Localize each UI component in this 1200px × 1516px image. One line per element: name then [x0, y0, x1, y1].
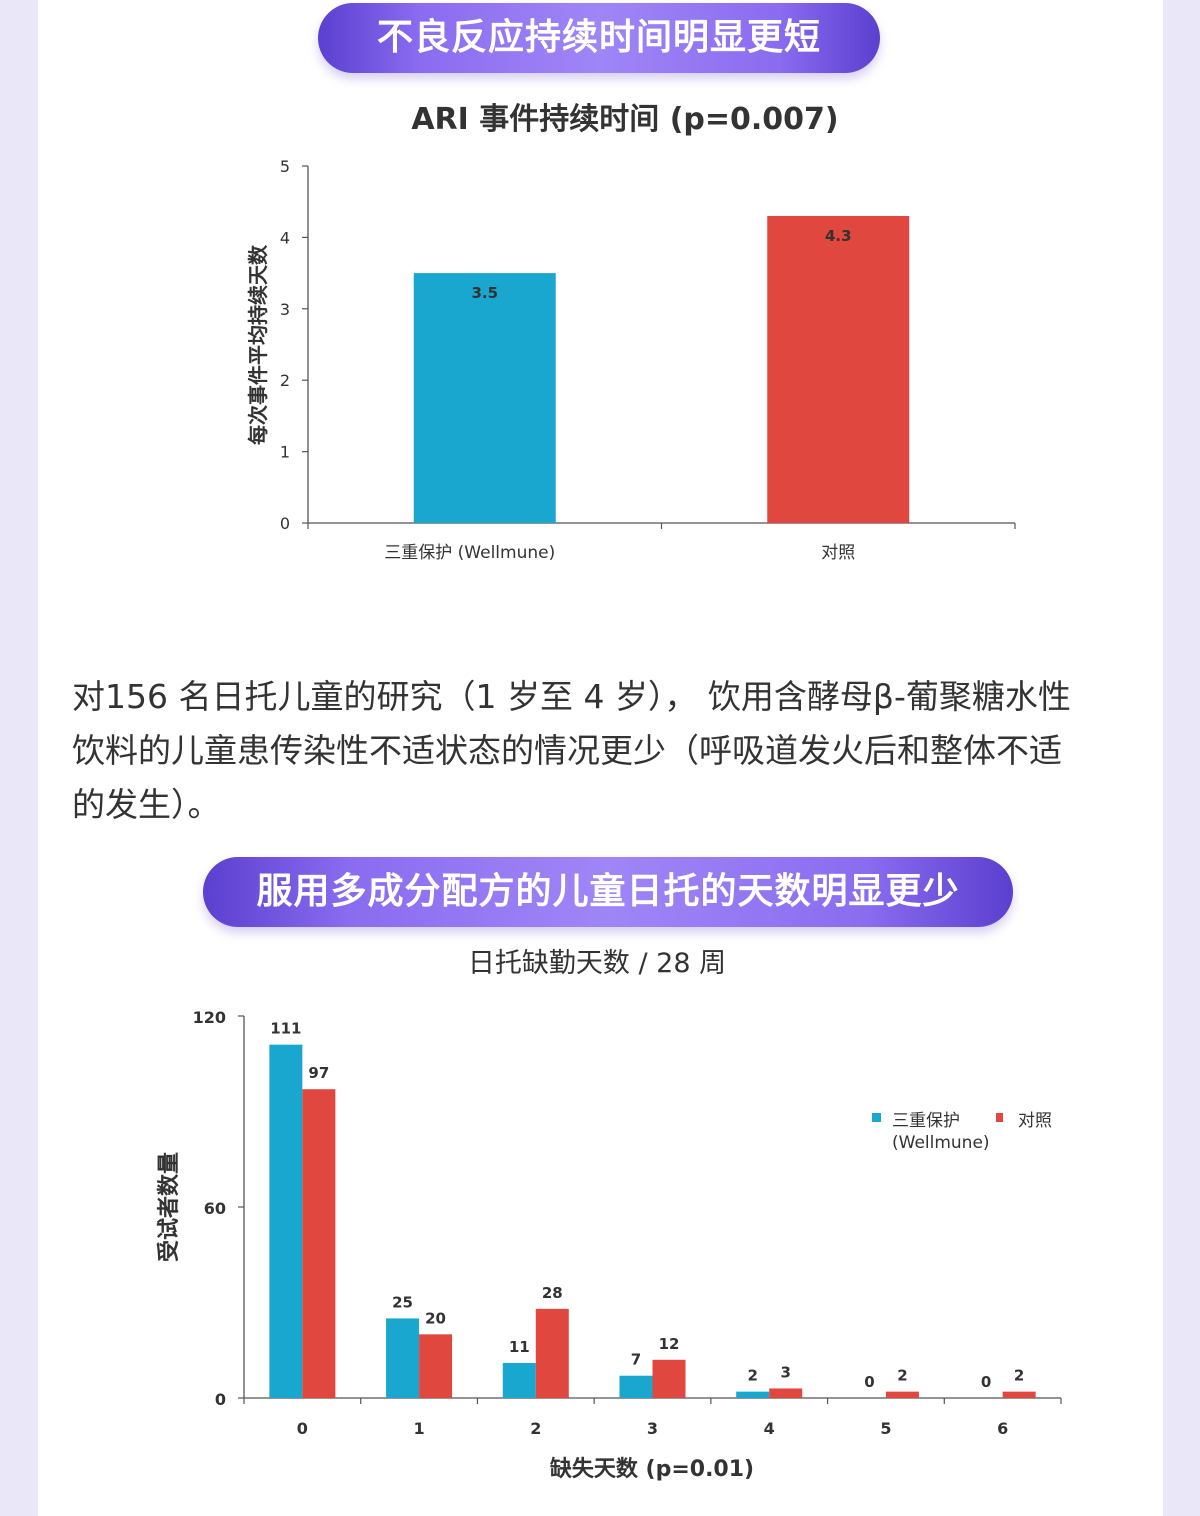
chart2-bar — [535, 1308, 569, 1398]
chart2-bar — [386, 1318, 420, 1398]
chart1-category-label: 三重保护 (Wellmune) — [384, 543, 555, 563]
chart1-ylabel: 每次事件平均持续天数 — [246, 244, 270, 445]
legend-label-wellmune-sub: (Wellmune) — [892, 1133, 990, 1153]
chart2-ytick-label: 120 — [193, 1008, 226, 1027]
legend-label-wellmune: 三重保护 — [892, 1111, 960, 1131]
chart2-bar-value: 111 — [270, 1020, 301, 1038]
chart2-bar-value: 0 — [981, 1373, 991, 1391]
chart2-bar — [619, 1375, 653, 1398]
chart2-category-label: 4 — [764, 1419, 775, 1438]
banner-adverse-duration: 不良反应持续时间明显更短 — [318, 3, 880, 73]
chart1-ytick-label: 2 — [280, 371, 290, 390]
chart2-category-label: 2 — [530, 1419, 541, 1438]
chart1-ytick-label: 4 — [280, 228, 290, 247]
chart2-xlabel: 缺失天数 (p=0.01) — [550, 1456, 754, 1482]
ari-duration-chart: ARI 事件持续时间 (p=0.007) 0 1 2 3 4 5 3.5 三重保护 (Wel… — [246, 102, 1016, 563]
chart2-category-label: 6 — [997, 1419, 1008, 1438]
chart2-category-label: 0 — [297, 1419, 308, 1438]
chart1-ytick-label: 5 — [280, 157, 290, 176]
chart2-bar — [269, 1044, 303, 1398]
chart2-bar — [652, 1359, 686, 1398]
chart2-bar-value: 25 — [392, 1293, 413, 1311]
chart2-bar-value: 2 — [747, 1367, 757, 1385]
chart2-bar — [769, 1388, 803, 1398]
chart2-ytick-label: 0 — [215, 1390, 226, 1409]
chart1-bar-value: 3.5 — [471, 284, 498, 302]
chart2-ylabel: 受试者数量 — [156, 1152, 182, 1262]
banner-daycare-days: 服用多成分配方的儿童日托的天数明显更少 — [203, 857, 1013, 927]
chart1-bar — [413, 273, 556, 523]
chart2-bar-value: 12 — [659, 1335, 680, 1353]
study-paragraph: 对156 名日托儿童的研究（1 岁至 4 岁）， 饮用含酵母β-葡聚糖水性饮料的… — [72, 677, 1071, 824]
chart2-bar — [302, 1089, 336, 1398]
chart1-ytick-label: 1 — [280, 443, 290, 462]
chart2-bar-value: 97 — [308, 1064, 329, 1082]
chart1-ytick-label: 0 — [280, 514, 290, 533]
chart2-category-label: 3 — [647, 1419, 658, 1438]
page-background — [38, 0, 1163, 1516]
chart1-category-label: 对照 — [821, 543, 855, 563]
chart2-category-label: 5 — [880, 1419, 891, 1438]
chart2-category-label: 1 — [414, 1419, 425, 1438]
chart2-bar — [502, 1362, 536, 1398]
chart1-bar-value: 4.3 — [825, 227, 852, 245]
legend-swatch-control — [996, 1113, 1003, 1122]
legend-swatch-wellmune — [872, 1113, 881, 1122]
chart2-bar-value: 7 — [631, 1351, 641, 1369]
chart2-bar-value: 28 — [542, 1284, 563, 1302]
chart1-title: ARI 事件持续时间 (p=0.007) — [411, 102, 838, 137]
chart2-bar-value: 0 — [864, 1373, 874, 1391]
chart2-bar-value: 2 — [1014, 1367, 1024, 1385]
legend-label-control: 对照 — [1018, 1111, 1052, 1131]
chart2-bar — [1002, 1391, 1036, 1398]
chart1-ytick-label: 3 — [280, 300, 290, 319]
chart2-bar — [736, 1391, 770, 1398]
chart2-bar-value: 20 — [425, 1309, 446, 1327]
chart2-legend: 三重保护(Wellmune) 对照 — [872, 1111, 1052, 1153]
chart2-bar — [885, 1391, 919, 1398]
chart1-bar — [767, 215, 910, 524]
chart2-ytick-label: 60 — [204, 1199, 226, 1218]
chart2-title: 日托缺勤天数 / 28 周 — [468, 948, 726, 979]
chart2-bar-value: 11 — [509, 1338, 530, 1356]
chart2-bar — [419, 1334, 453, 1398]
chart2-bar-value: 2 — [897, 1367, 907, 1385]
chart2-bar-value: 3 — [780, 1363, 790, 1381]
